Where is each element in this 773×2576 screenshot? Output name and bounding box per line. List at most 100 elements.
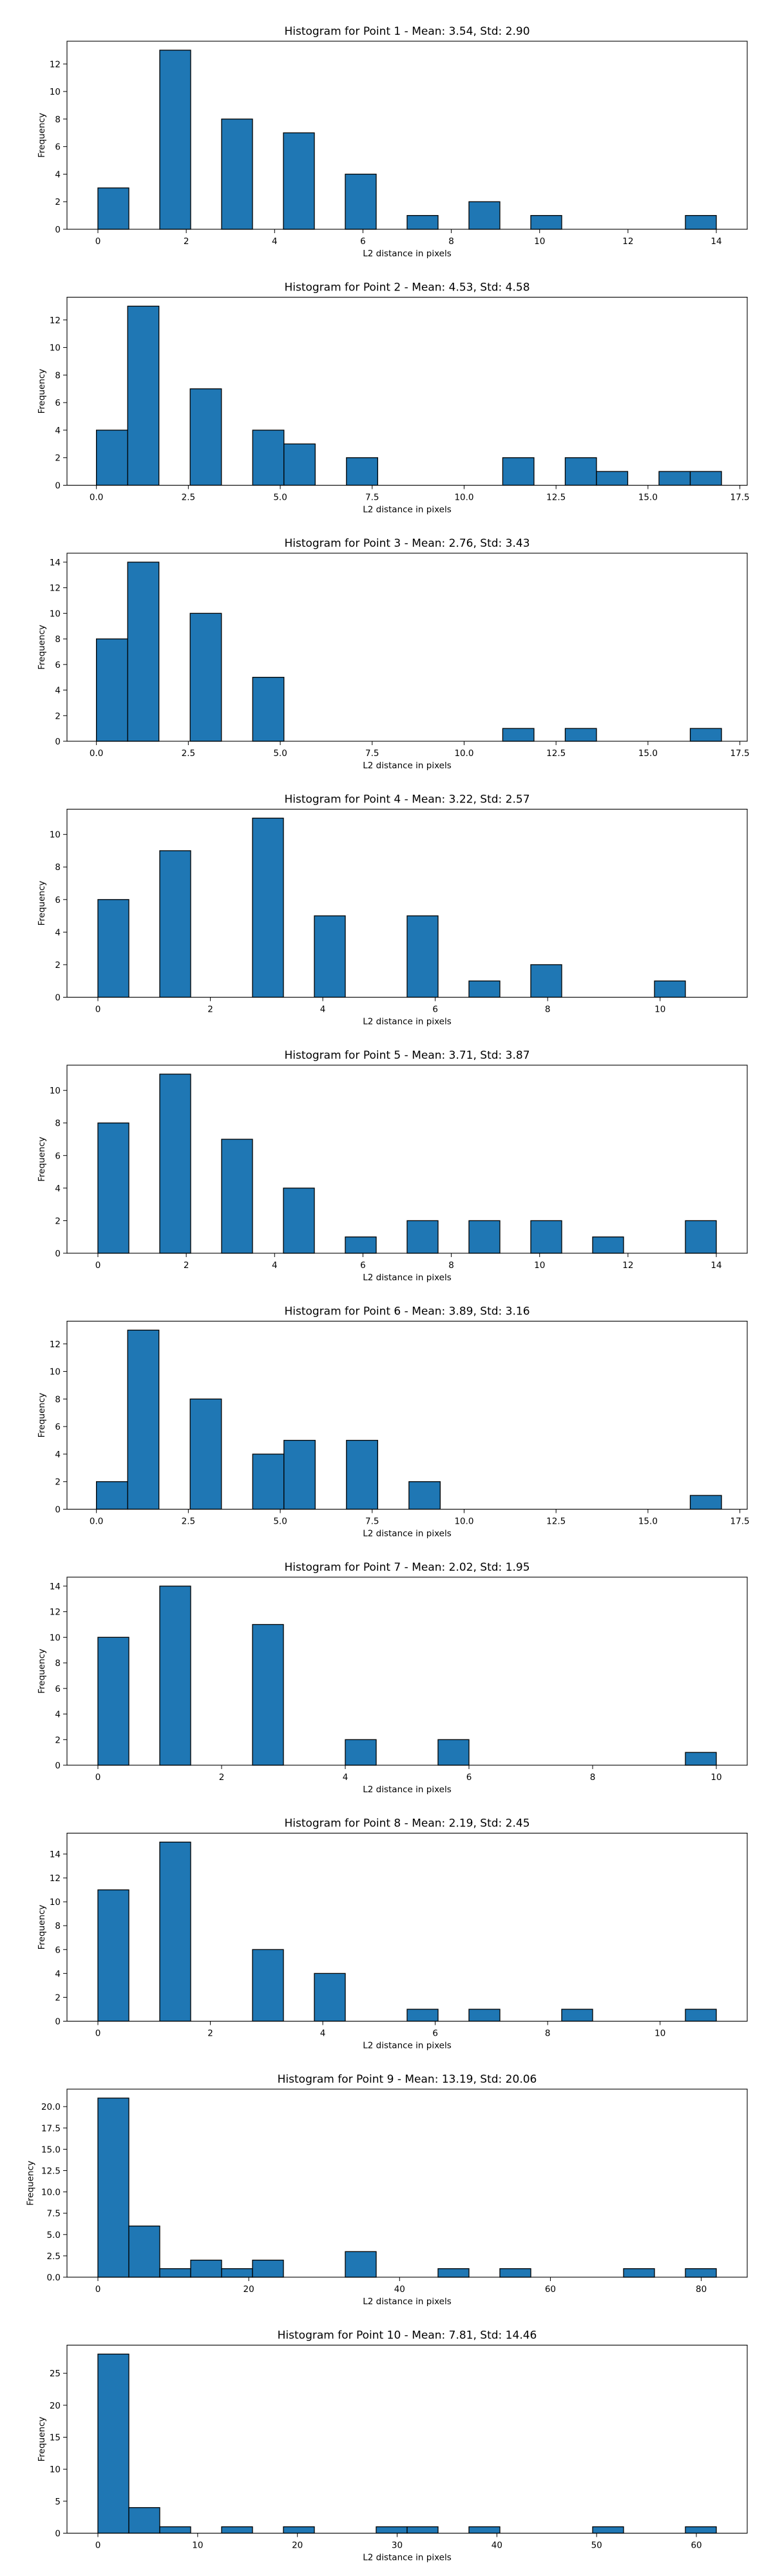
x-tick-label: 17.5 [730, 1517, 750, 1527]
y-tick-label: 0 [55, 993, 61, 1003]
x-tick-label: 6 [466, 1772, 472, 1783]
y-tick-label: 4 [55, 686, 61, 696]
histogram-4: Histogram for Point 4 - Mean: 3.22, Std:… [37, 793, 748, 1027]
chart-title: Histogram for Point 7 - Mean: 2.02, Std:… [284, 1561, 530, 1574]
x-tick-label: 15.0 [638, 1517, 658, 1527]
y-tick-label: 0 [55, 481, 61, 491]
plot-frame [66, 1065, 748, 1254]
histogram-bar [127, 1329, 160, 1510]
y-tick-label: 8 [55, 370, 61, 381]
x-tick-label: 60 [545, 2284, 556, 2295]
histogram-bar [189, 1398, 222, 1510]
y-tick-label: 2 [55, 1216, 61, 1226]
x-tick-label: 5.0 [273, 748, 287, 759]
histogram-bar [97, 187, 129, 230]
histogram-bar [283, 1439, 316, 1510]
histogram-10: Histogram for Point 10 - Mean: 7.81, Std… [37, 2329, 748, 2563]
y-axis-label: Frequency [37, 625, 47, 670]
y-tick-label: 12 [50, 1340, 61, 1350]
x-tick-label: 0.0 [90, 748, 103, 759]
x-tick-label: 2 [219, 1772, 225, 1783]
histogram-bar [468, 980, 501, 998]
y-tick-label: 7.5 [47, 2209, 61, 2219]
histogram-bar [345, 2251, 377, 2278]
histogram-9: Histogram for Point 9 - Mean: 13.19, Std… [26, 2073, 748, 2307]
chart-title: Histogram for Point 8 - Mean: 2.19, Std:… [284, 1817, 530, 1830]
x-tick-label: 0.0 [90, 1517, 103, 1527]
x-tick-label: 6 [432, 2029, 438, 2039]
x-tick-label: 8 [448, 1260, 454, 1271]
histogram-bar [406, 2526, 439, 2534]
y-tick-label: 6 [55, 142, 61, 153]
y-tick-label: 12 [50, 1607, 61, 1618]
x-tick-label: 10.0 [454, 748, 473, 759]
y-tick-label: 14 [50, 1582, 61, 1592]
x-tick-label: 10 [192, 2541, 203, 2551]
y-tick-label: 20 [50, 2401, 61, 2411]
histogram-bar [159, 850, 191, 998]
y-tick-label: 20.0 [41, 2102, 61, 2112]
x-tick-label: 8 [545, 1005, 551, 1015]
y-tick-label: 0 [55, 2017, 61, 2027]
x-tick-label: 12 [622, 1260, 633, 1271]
y-axis-label: Frequency [37, 1649, 47, 1694]
histogram-3: Histogram for Point 3 - Mean: 2.76, Std:… [37, 537, 750, 771]
histogram-bar [221, 1139, 253, 1254]
x-tick-label: 8 [448, 236, 454, 247]
x-tick-label: 14 [711, 236, 721, 247]
x-tick-label: 50 [591, 2541, 602, 2551]
x-tick-label: 10 [654, 2029, 665, 2039]
plot-frame [66, 808, 748, 998]
y-axis-label: Frequency [26, 2161, 36, 2206]
histogram-bar [345, 173, 377, 230]
histogram-bar [159, 1586, 191, 1766]
y-tick-label: 6 [55, 895, 61, 905]
y-tick-label: 5 [55, 2497, 61, 2507]
histogram-bar [685, 1220, 717, 1254]
histogram-bar [408, 1481, 441, 1510]
histogram-bar [283, 2526, 315, 2534]
y-tick-label: 0 [55, 1505, 61, 1515]
x-tick-label: 5.0 [273, 493, 287, 503]
y-tick-label: 4 [55, 1710, 61, 1720]
histogram-bar [346, 1439, 378, 1510]
histogram-bar [159, 2526, 191, 2534]
histogram-bar [376, 2526, 408, 2534]
histogram-bar [437, 2268, 470, 2278]
x-tick-label: 0 [95, 1260, 101, 1271]
chart-title: Histogram for Point 10 - Mean: 7.81, Std… [278, 2329, 537, 2342]
x-tick-label: 40 [394, 2284, 405, 2295]
y-tick-label: 2 [55, 453, 61, 464]
histogram-bar [128, 2225, 160, 2278]
chart-title: Histogram for Point 4 - Mean: 3.22, Std:… [284, 793, 530, 806]
x-tick-label: 30 [392, 2541, 403, 2551]
y-tick-label: 10 [50, 830, 61, 840]
histogram-bar [468, 2009, 501, 2022]
histogram-bar [97, 2098, 129, 2278]
x-tick-label: 15.0 [638, 748, 658, 759]
y-tick-label: 2 [55, 1735, 61, 1745]
histogram-bar [159, 50, 191, 230]
y-tick-label: 10 [50, 343, 61, 354]
x-tick-label: 10 [711, 1772, 721, 1783]
x-tick-label: 4 [272, 1260, 278, 1271]
y-tick-label: 25 [50, 2369, 61, 2379]
histogram-5: Histogram for Point 5 - Mean: 3.71, Std:… [37, 1049, 748, 1283]
histogram-bar [689, 471, 722, 486]
histogram-bar [530, 964, 562, 998]
histogram-bar [97, 1122, 129, 1254]
x-tick-label: 4 [320, 1005, 326, 1015]
histogram-bar [252, 1454, 285, 1510]
y-tick-label: 8 [55, 1658, 61, 1669]
y-tick-label: 10 [50, 2465, 61, 2475]
y-tick-label: 5.0 [47, 2230, 61, 2240]
x-tick-label: 60 [691, 2541, 701, 2551]
y-tick-label: 14 [50, 1850, 61, 1860]
y-axis-label: Frequency [37, 1905, 47, 1950]
x-tick-label: 0 [95, 2284, 101, 2295]
histogram-bar [252, 430, 285, 486]
chart-title: Histogram for Point 3 - Mean: 2.76, Std:… [284, 537, 530, 550]
y-tick-label: 4 [55, 1184, 61, 1194]
histogram-bar [658, 471, 691, 486]
